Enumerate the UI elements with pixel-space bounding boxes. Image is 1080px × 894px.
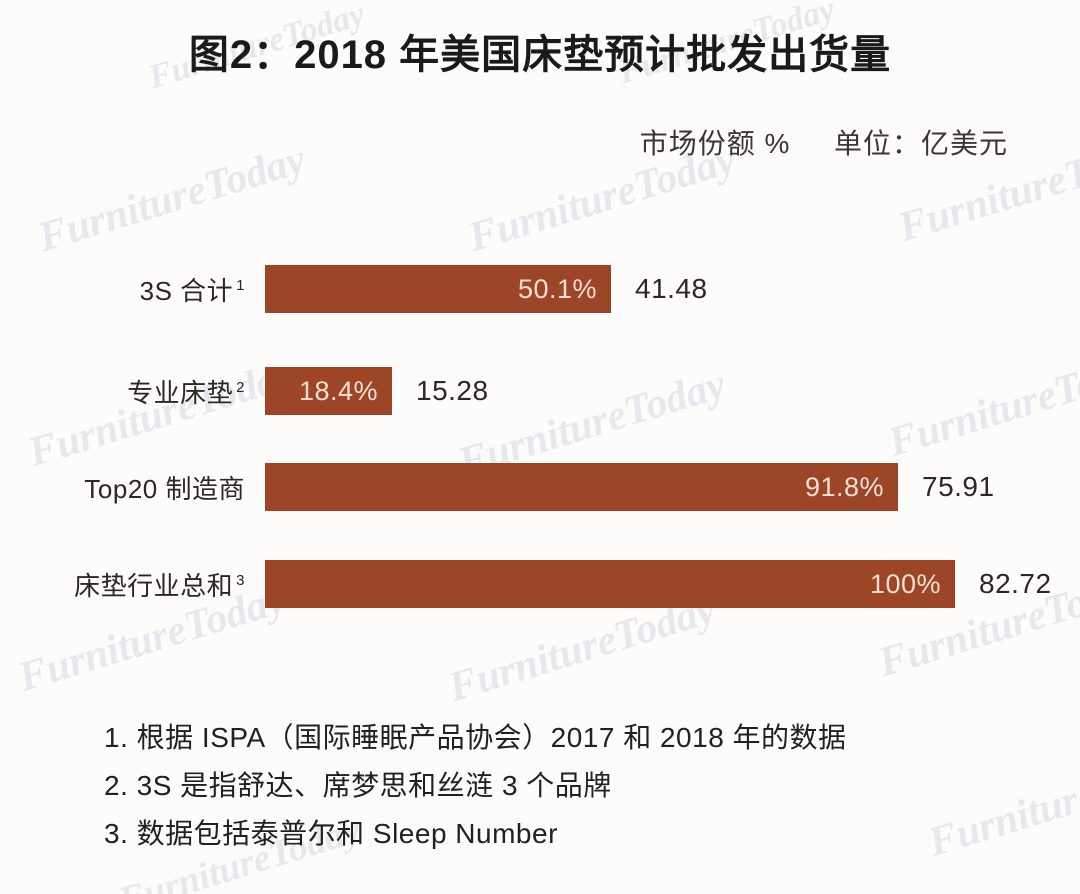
category-footnote-marker: 1 [236, 276, 245, 294]
bar-value-label: 82.72 [979, 568, 1052, 599]
bar-percent-label: 50.1% [517, 273, 597, 304]
subtitle-unit-label: 单位：亿美元 [833, 128, 1008, 159]
category-label: 床垫行业总和 3 [0, 566, 245, 603]
footnote: 1. 根据 ISPA（国际睡眠产品协会）2017 和 2018 年的数据 [104, 722, 847, 753]
chart-row: Top20 制造商 91.8% 75.91 [0, 463, 1080, 511]
footnote: 3. 数据包括泰普尔和 Sleep Number [104, 818, 558, 849]
footnote: 2. 3S 是指舒达、席梦思和丝涟 3 个品牌 [104, 770, 612, 801]
bar: 100% [265, 560, 955, 608]
category-label-text: 3S 合计 [139, 275, 234, 306]
bar: 18.4% [265, 367, 392, 415]
bar-percent-label: 100% [869, 568, 941, 599]
bar-value-label: 15.28 [416, 375, 489, 406]
category-label: 专业床垫 2 [0, 373, 245, 410]
chart-row: 床垫行业总和 3 100% 82.72 [0, 560, 1080, 608]
chart-row: 专业床垫 2 18.4% 15.28 [0, 367, 1080, 415]
page-title: 图2：2018 年美国床垫预计批发出货量 [188, 33, 892, 77]
bar: 50.1% [265, 265, 611, 313]
category-label-text: Top20 制造商 [84, 473, 245, 504]
chart-row: 3S 合计 1 50.1% 41.48 [0, 265, 1080, 313]
bar-percent-label: 91.8% [804, 471, 884, 502]
category-label: Top20 制造商 [0, 469, 245, 506]
category-label-text: 专业床垫 [127, 377, 234, 408]
category-footnote-marker: 3 [236, 571, 245, 589]
bar-percent-label: 18.4% [298, 375, 378, 406]
category-footnote-marker: 2 [236, 378, 245, 396]
category-label: 3S 合计 1 [0, 271, 245, 308]
chart-subtitle: 市场份额 % 单位：亿美元 [640, 122, 1008, 162]
bar-value-label: 75.91 [922, 471, 995, 502]
bar-value-label: 41.48 [635, 273, 708, 304]
footnote-list: 1. 根据 ISPA（国际睡眠产品协会）2017 和 2018 年的数据 2. 3… [104, 714, 847, 858]
subtitle-metric-label: 市场份额 % [639, 128, 791, 159]
bar: 91.8% [265, 463, 898, 511]
category-label-text: 床垫行业总和 [74, 570, 234, 601]
